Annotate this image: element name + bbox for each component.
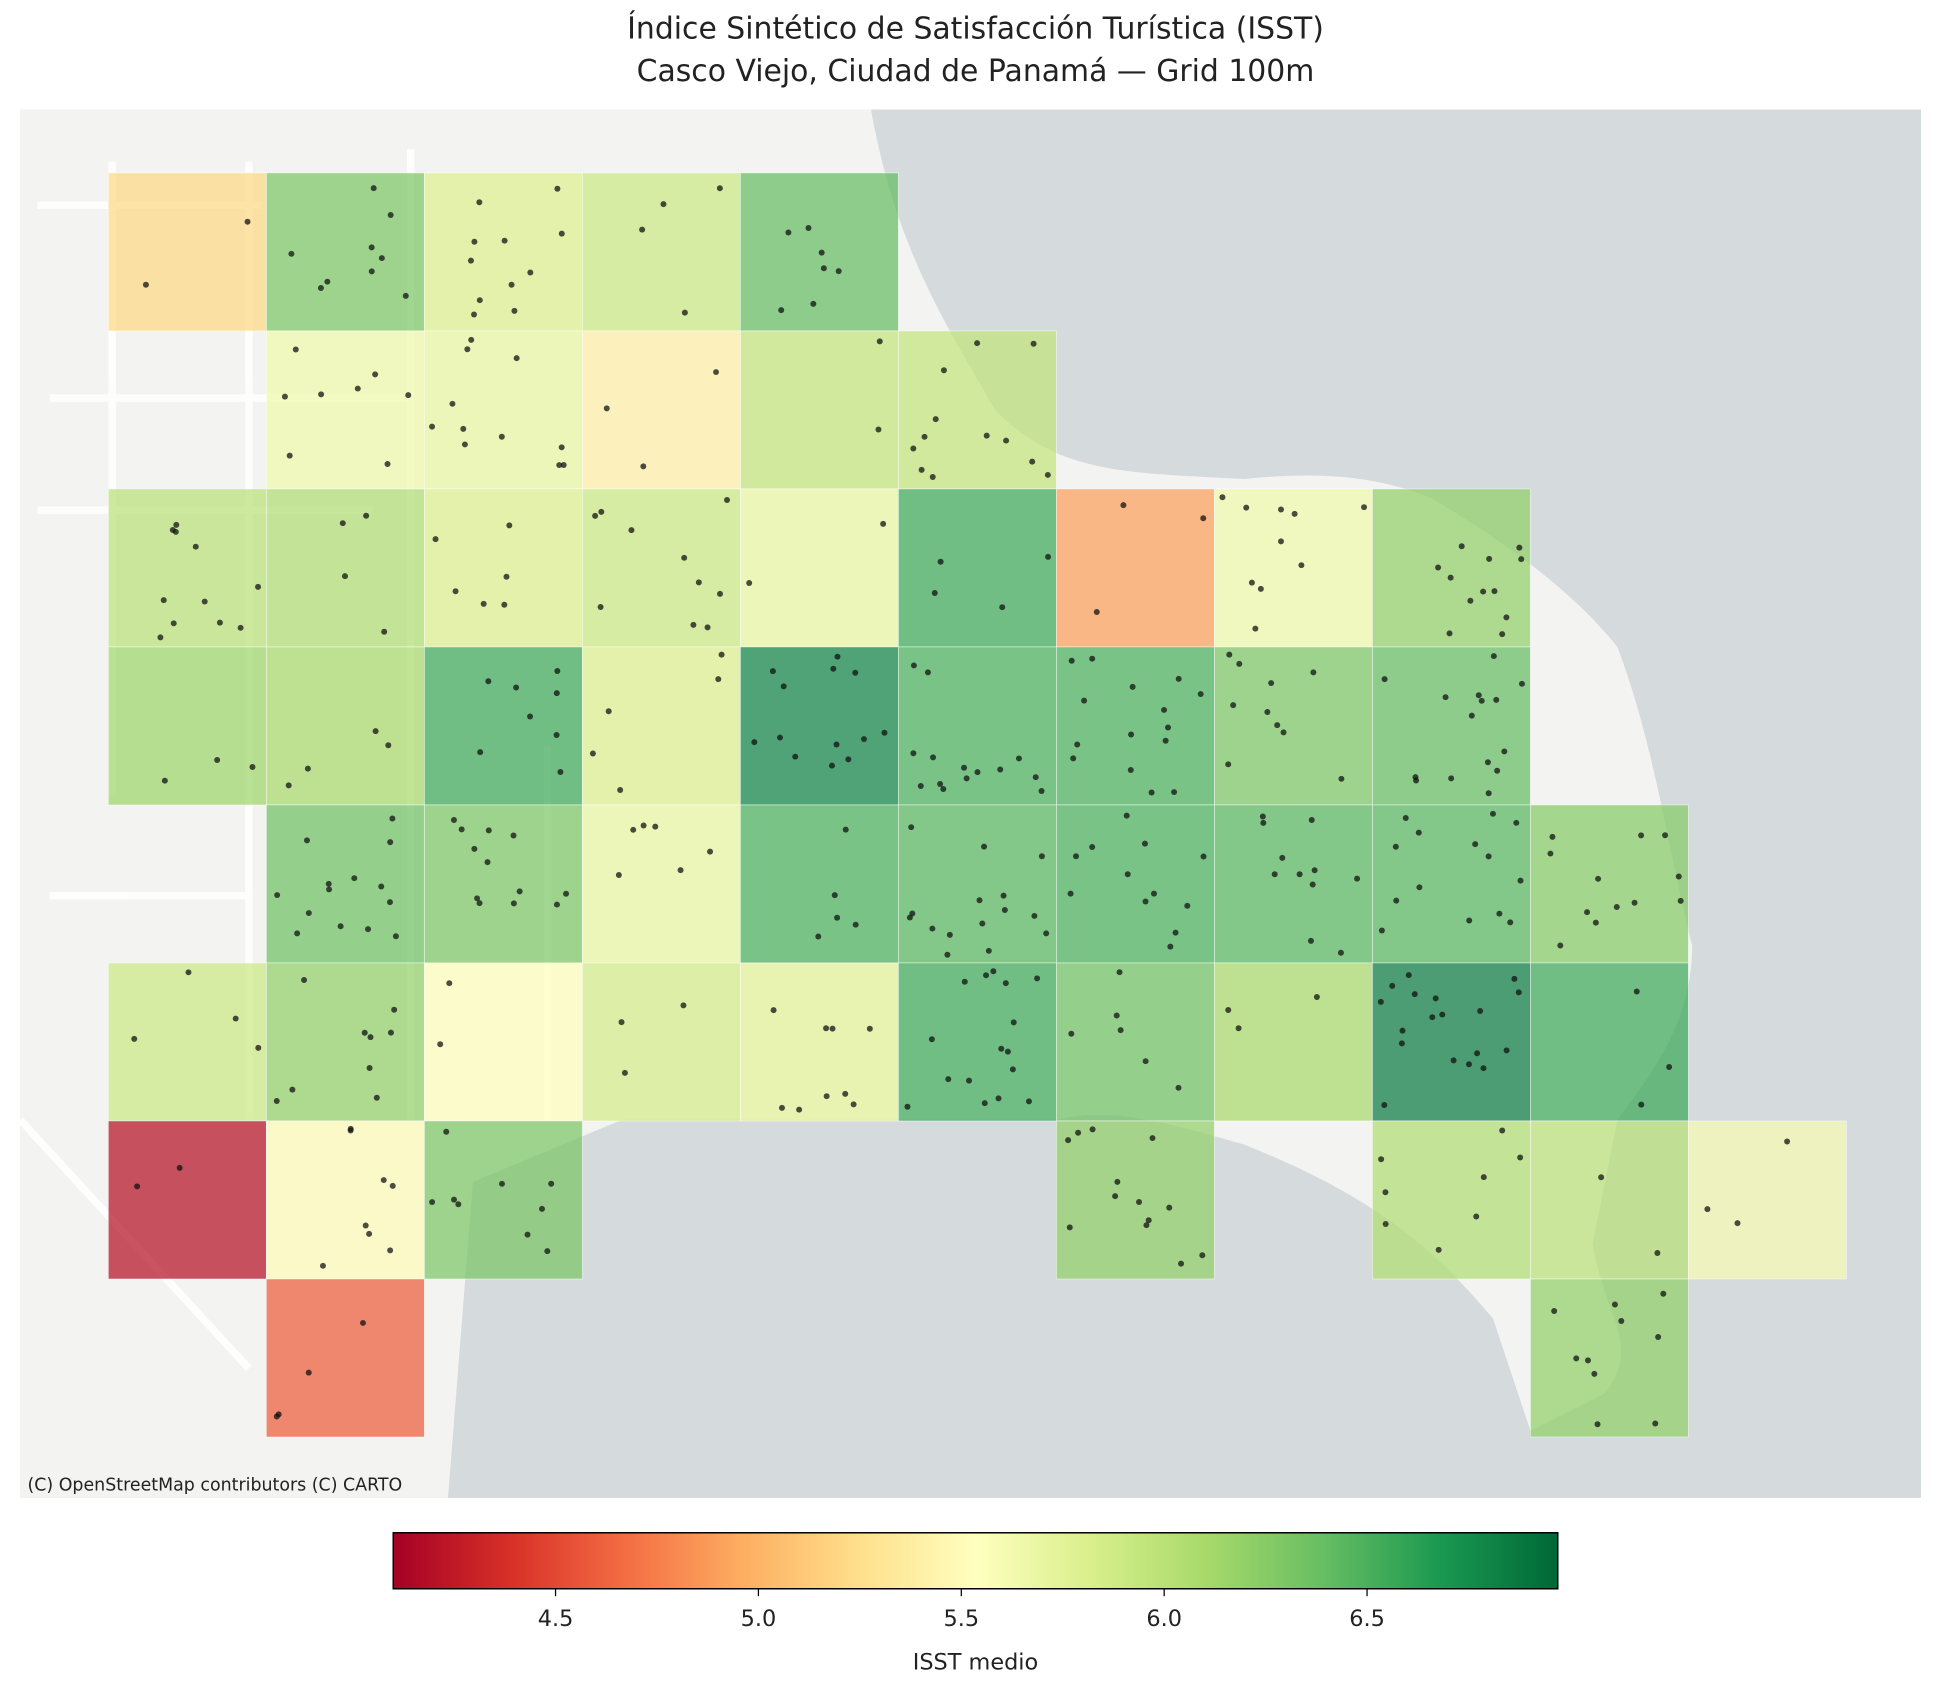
- grid-cell: [423, 962, 583, 1122]
- grid-cell: [581, 172, 741, 332]
- grid-cell: [897, 804, 1057, 964]
- points: [131, 185, 1791, 1428]
- grid-cell: [897, 488, 1057, 648]
- grid-cell: [107, 488, 267, 648]
- colorbar: [392, 1532, 1559, 1590]
- grid-cell: [423, 804, 583, 964]
- grid-cell: [265, 330, 425, 490]
- grid-cell: [265, 646, 425, 806]
- grid-cell: [739, 330, 899, 490]
- grid-cell: [1688, 1120, 1847, 1280]
- grid-cell: [265, 962, 425, 1122]
- chart-title: Índice Sintético de Satisfacción Turísti…: [627, 11, 1324, 47]
- grid-cell: [581, 488, 741, 648]
- grid-cell: [581, 804, 741, 964]
- colorbar-tick-label: 4.5: [538, 1606, 574, 1632]
- grid-cell: [1372, 1120, 1531, 1280]
- grid-cell: [265, 488, 425, 648]
- grid-cell: [1055, 1120, 1215, 1280]
- grid-cell: [265, 1120, 425, 1280]
- grid-cell: [1372, 962, 1531, 1122]
- grid-cell: [1372, 488, 1531, 648]
- grid-cell: [1372, 804, 1531, 964]
- grid-cell: [1055, 646, 1215, 806]
- colorbar-tick-label: 6.5: [1349, 1606, 1385, 1632]
- grid-cell: [1530, 1278, 1689, 1438]
- attribution: (C) OpenStreetMap contributors (C) CARTO: [27, 1475, 402, 1495]
- grid-cell: [739, 962, 899, 1122]
- colorbar-tick-label: 6.0: [1146, 1606, 1182, 1632]
- grid-cell: [1214, 962, 1373, 1122]
- grid-cell: [1214, 646, 1373, 806]
- colorbar-tick-label: 5.0: [741, 1606, 777, 1632]
- colorbar-tick-label: 5.5: [944, 1606, 980, 1632]
- grid-cell: [1055, 962, 1215, 1122]
- grid-cell: [265, 804, 425, 964]
- grid-cell: [739, 804, 899, 964]
- grid-cell: [107, 1120, 267, 1280]
- grid-cell: [423, 330, 583, 490]
- grid-cell: [739, 646, 899, 806]
- grid-cell: [423, 172, 583, 332]
- grid-cell: [581, 962, 741, 1122]
- chart-subtitle: Casco Viejo, Ciudad de Panamá — Grid 100…: [637, 54, 1315, 89]
- grid-cell: [739, 488, 899, 648]
- grid-cell: [1530, 1120, 1689, 1280]
- grid-cell: [423, 1120, 583, 1280]
- colorbar-label: ISST medio: [913, 1650, 1038, 1676]
- grid-cell: [265, 1278, 425, 1438]
- grid-cell: [1055, 488, 1215, 648]
- grid-cell: [107, 962, 267, 1122]
- grid-cell: [897, 646, 1057, 806]
- grid-cell: [1530, 962, 1689, 1122]
- grid-cell: [107, 172, 267, 332]
- grid-cell: [581, 646, 741, 806]
- grid-cell: [1055, 804, 1215, 964]
- grid-cell: [1530, 804, 1689, 964]
- grid-cell: [897, 330, 1057, 490]
- grid-cell: [423, 488, 583, 648]
- grid-cell: [897, 962, 1057, 1122]
- grid-cell: [1214, 804, 1373, 964]
- grid-cell: [107, 646, 267, 806]
